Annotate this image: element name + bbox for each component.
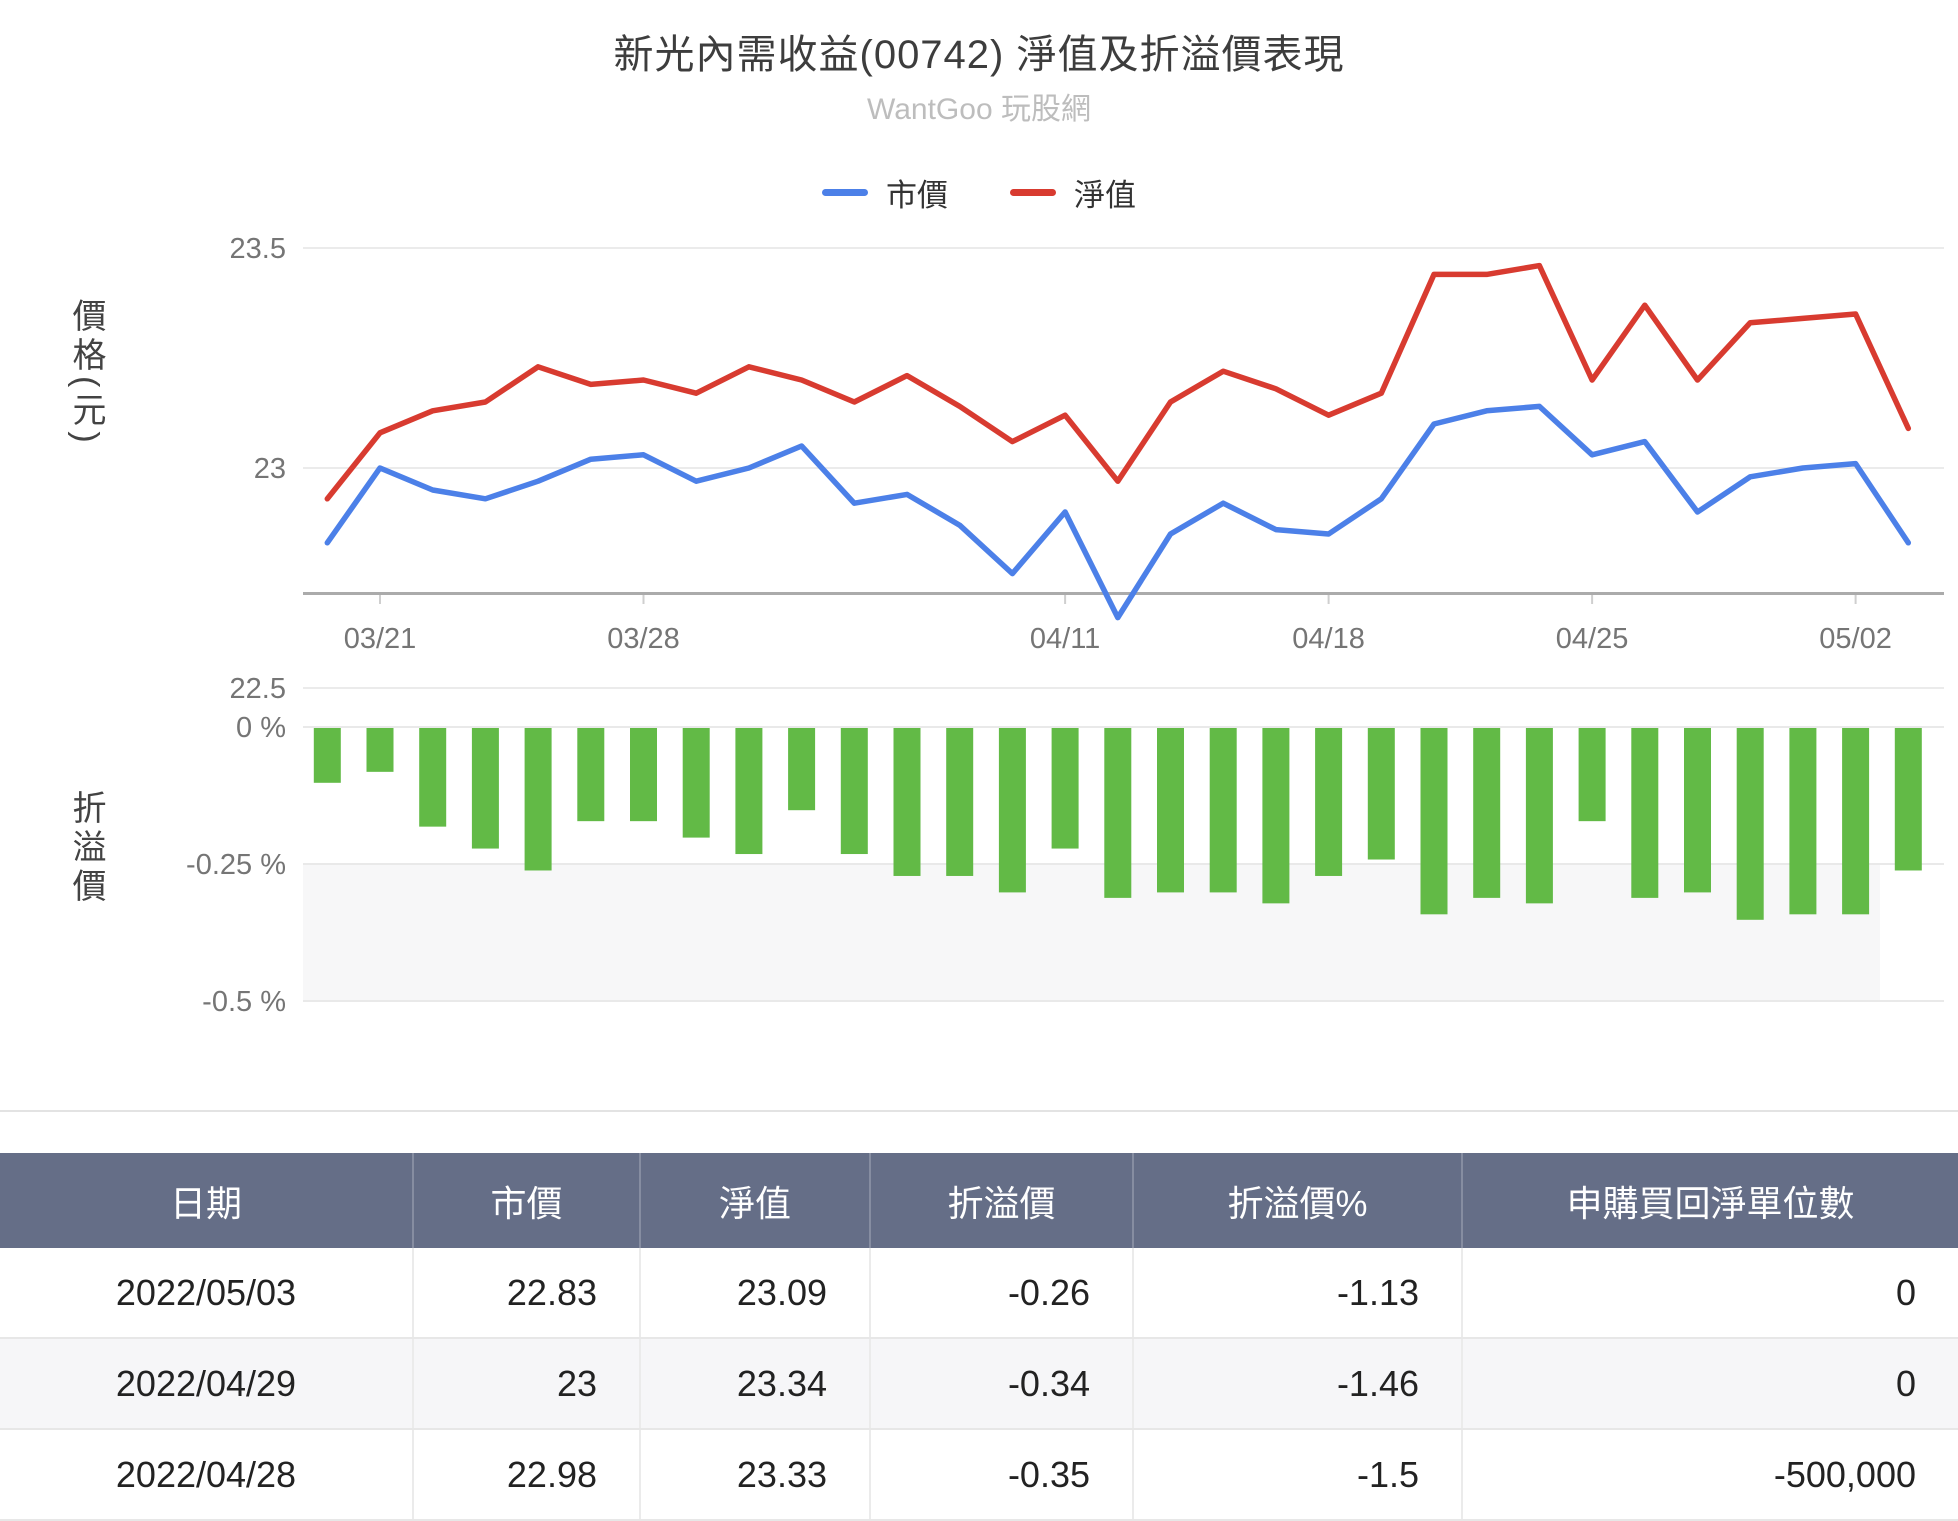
x-tick-label: 05/02 [1819, 623, 1892, 655]
quote-table: 日期 市價 淨值 折溢價 折溢價% 申購買回淨單位數 2022/05/03 22.83 23.… [0, 1153, 1958, 1521]
premium-bar[interactable] [1367, 728, 1395, 860]
column-header: 淨值 [640, 1153, 871, 1248]
table-row: 2022/04/28 22.98 23.33 -0.35 -1.5 -500,000 [0, 1429, 1958, 1521]
chart-legend: 市價 淨值 [0, 170, 1958, 215]
premium-bar[interactable] [840, 728, 868, 855]
column-header: 折溢價 [870, 1153, 1134, 1248]
premium-bar[interactable] [471, 728, 499, 849]
table-cell: 2022/04/28 [0, 1429, 414, 1521]
premium-bar[interactable] [1894, 728, 1922, 871]
table-cell: 2022/05/03 [0, 1248, 414, 1339]
legend-label: 市價 [886, 178, 948, 213]
table-cell: 23.09 [640, 1248, 871, 1339]
table-cell: 2022/04/29 [0, 1338, 414, 1430]
table-row: 2022/04/29 23 23.34 -0.34 -1.46 0 [0, 1338, 1958, 1430]
premium-bar[interactable] [998, 728, 1026, 893]
premium-bar[interactable] [682, 728, 710, 838]
premium-bar[interactable] [1736, 728, 1764, 920]
premium-bar[interactable] [313, 728, 341, 783]
table-body: 2022/05/03 22.83 23.09 -0.26 -1.13 0 2022/04/2… [0, 1248, 1958, 1521]
legend-label: 淨值 [1074, 178, 1136, 213]
table-cell: 23.34 [640, 1338, 871, 1430]
premium-bar[interactable] [1789, 728, 1817, 915]
premium-bar[interactable] [524, 728, 552, 871]
price-tick-label: 22.5 [230, 673, 286, 705]
premium-bar[interactable] [1631, 728, 1659, 898]
premium-bar[interactable] [1578, 728, 1606, 822]
price-premium-chart[interactable]: 23.5 23 22.5 0 % -0.25 % -0.5 % 03/21 03/28 04/1… [0, 0, 1958, 1060]
section-divider [0, 1110, 1958, 1112]
premium-bar[interactable] [1473, 728, 1501, 898]
premium-bar[interactable] [1420, 728, 1448, 915]
table-cell: -0.34 [870, 1338, 1134, 1430]
column-header: 折溢價% [1133, 1153, 1463, 1248]
premium-tick-label: -0.25 % [186, 849, 286, 881]
chart-subtitle-watermark: WantGoo 玩股網 [867, 93, 1091, 126]
chart-title: 新光內需收益(00742) 淨值及折溢價表現 [613, 33, 1345, 77]
premium-bar[interactable] [1104, 728, 1132, 898]
premium-band [303, 864, 1880, 1001]
nav-line-swatch-icon [1010, 189, 1056, 196]
premium-bar[interactable] [366, 728, 394, 772]
premium-bar[interactable] [735, 728, 763, 855]
premium-bar[interactable] [419, 728, 447, 827]
table-cell: -1.5 [1133, 1429, 1463, 1521]
premium-bar[interactable] [893, 728, 921, 876]
table-cell: -0.26 [870, 1248, 1134, 1339]
table-cell: -0.35 [870, 1429, 1134, 1521]
price-tick-label: 23.5 [230, 233, 286, 265]
price-axis-title: 價格(元) [67, 298, 105, 448]
market-price-line[interactable] [324, 403, 1912, 621]
premium-tick-label: -0.5 % [202, 986, 286, 1018]
premium-bar[interactable] [1157, 728, 1184, 893]
table-cell: -1.46 [1133, 1338, 1463, 1430]
price-tick-label: 23 [254, 453, 286, 485]
premium-tick-label: 0 % [236, 712, 286, 744]
table-header-row: 日期 市價 淨值 折溢價 折溢價% 申購買回淨單位數 [0, 1153, 1958, 1248]
table-cell: 22.98 [413, 1429, 641, 1521]
premium-bar[interactable] [1262, 728, 1290, 904]
table-cell: 22.83 [413, 1248, 641, 1339]
chart-section: 新光內需收益(00742) 淨值及折溢價表現 WantGoo 玩股網 市價 淨值… [0, 0, 1958, 1060]
table-cell: 0 [1462, 1338, 1958, 1430]
table-header: 日期 市價 淨值 折溢價 折溢價% 申購買回淨單位數 [0, 1153, 1958, 1248]
x-tick-label: 04/18 [1292, 623, 1365, 655]
nav-line[interactable] [324, 262, 1912, 502]
table-cell: -1.13 [1133, 1248, 1463, 1339]
table-row: 2022/05/03 22.83 23.09 -0.26 -1.13 0 [0, 1248, 1958, 1339]
table-cell: 23 [413, 1338, 641, 1430]
x-tick-label: 04/25 [1556, 623, 1629, 655]
column-header: 市價 [413, 1153, 641, 1248]
x-tick-label: 04/11 [1030, 623, 1100, 655]
premium-bar[interactable] [788, 728, 816, 811]
x-tick-label: 03/28 [607, 623, 680, 655]
premium-bar[interactable] [1684, 728, 1711, 893]
premium-bar[interactable] [1525, 728, 1553, 904]
premium-bar[interactable] [577, 728, 605, 822]
premium-bar[interactable] [1051, 728, 1079, 849]
table-cell: 23.33 [640, 1429, 871, 1521]
table-cell: 0 [1462, 1248, 1958, 1339]
premium-bar[interactable] [630, 728, 657, 822]
premium-bar[interactable] [1209, 728, 1237, 893]
legend-item-market-price: 市價 [822, 170, 948, 215]
column-header: 日期 [0, 1153, 414, 1248]
x-tick-label: 03/21 [344, 623, 417, 655]
legend-item-nav: 淨值 [1010, 170, 1136, 215]
market-price-line-swatch-icon [822, 189, 868, 196]
premium-bar[interactable] [1315, 728, 1343, 876]
premium-axis-title: 折溢價 [67, 790, 105, 907]
table-cell: -500,000 [1462, 1429, 1958, 1521]
premium-bar[interactable] [946, 728, 974, 876]
premium-bar[interactable] [1842, 728, 1870, 915]
column-header: 申購買回淨單位數 [1462, 1153, 1958, 1248]
